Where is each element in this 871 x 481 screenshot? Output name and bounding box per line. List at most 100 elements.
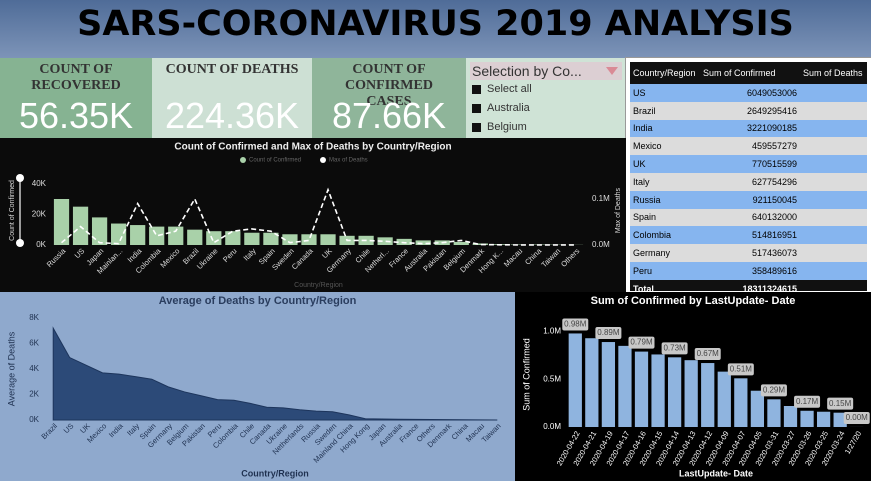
y-tick-label: 20K [32, 209, 47, 218]
value-label: 0.17M [796, 397, 819, 406]
table-cell: 6049053006 [700, 84, 800, 102]
bar [415, 240, 431, 245]
checkbox [472, 123, 481, 132]
value-label: 0.29M [763, 385, 786, 394]
bar [601, 342, 616, 427]
column-header: Sum of Confirmed [700, 62, 800, 84]
slicer-item[interactable]: Australia [470, 99, 622, 118]
y-tick-label: 0K [29, 415, 39, 424]
table-cell: Mexico [630, 137, 700, 156]
table-cell: US [630, 84, 700, 102]
table-cell: Spain [630, 208, 700, 227]
table-cell: India [630, 119, 700, 138]
y-tick-label: 8K [29, 313, 39, 322]
slicer-item-label: Australia [487, 102, 530, 114]
table-row: US604905300612330320 [630, 84, 867, 102]
x-tick-label: India [107, 421, 125, 439]
x-tick-label: Russia [45, 246, 68, 269]
kpi-card: COUNT OF CONFIRMED CASES 87.66K [312, 58, 466, 138]
y-axis-title: Average of Deaths [6, 331, 16, 406]
bar [225, 231, 241, 245]
y-tick-label: 2K [29, 390, 39, 399]
table-row: Spain64013200018124340 [630, 208, 867, 227]
bar [734, 378, 748, 427]
legend-swatch [320, 157, 326, 163]
value-label-box [843, 411, 870, 424]
bar [585, 338, 599, 427]
table-cell: 44256013 [800, 119, 867, 138]
x-tick-label: Canada [290, 246, 316, 272]
y-tick-label: 40K [32, 179, 47, 188]
value-label-box [760, 384, 787, 397]
table-cell: Colombia [630, 226, 700, 245]
value-label-box [562, 318, 589, 331]
x-axis-title: LastUpdate- Date [679, 468, 753, 478]
value-label-box [794, 395, 821, 408]
table-cell: 3221090185 [700, 119, 800, 138]
slicer-item-label: Select all [487, 83, 532, 95]
y-tick-label: 4K [29, 364, 39, 373]
bar [472, 243, 488, 245]
table-cell: Germany [630, 244, 700, 262]
card-value: 87.66K [331, 95, 447, 136]
table-cell: 27315463 [800, 155, 867, 173]
table-cell: 358489616 [700, 261, 800, 280]
total-cell: 18311324615 [700, 279, 800, 291]
table-cell: 2649295416 [700, 101, 800, 120]
area [52, 326, 498, 421]
x-tick-label: Ukraine [195, 246, 220, 271]
value-label-box [727, 363, 754, 376]
kpi-card: COUNT OF DEATHS 224.36K [152, 58, 312, 138]
bar [206, 231, 222, 245]
slicer-list: Select all Australia Belgium [470, 80, 622, 137]
bar [301, 234, 317, 245]
bar [91, 217, 108, 245]
table-cell: 640132000 [700, 208, 800, 227]
table-row: Peru35848961613119233 [630, 261, 867, 280]
bar-chart: Sum of Confirmed by LastUpdate- Date Sum … [515, 292, 871, 481]
x-tick-label: Macau [502, 246, 524, 268]
table-cell: 921150045 [700, 190, 800, 209]
y-tick-label: 0K [36, 240, 46, 249]
card-value: 56.35K [18, 95, 134, 136]
slicer-title[interactable]: Selection by Co... [470, 62, 622, 80]
bar [149, 226, 165, 245]
slicer-item[interactable]: Select all [470, 80, 622, 99]
x-tick-label: Brazil [39, 421, 59, 441]
table-cell: 627754296 [700, 172, 800, 191]
table-cell: 18271229 [800, 190, 867, 209]
x-axis-title: Country/Region [294, 282, 343, 289]
value-label-box [595, 327, 622, 340]
table-row: Colombia51481695113962927 [630, 226, 867, 245]
bar [717, 371, 731, 427]
checkbox [472, 104, 481, 113]
y-tick-label: 0.0M [543, 422, 561, 431]
checkbox [472, 85, 481, 94]
bar [667, 357, 682, 427]
bar [618, 345, 632, 427]
table-cell: 514816951 [700, 226, 800, 245]
table-row: Brazil264929541672339029 [630, 101, 867, 120]
table-cell: 42918161 [800, 137, 867, 156]
bar [833, 412, 847, 427]
x-axis-title: Country/Region [241, 468, 309, 478]
card-label: COUNT OF CONFIRMED CASES [345, 62, 433, 109]
table-cell: 13962927 [800, 226, 867, 245]
bar [634, 351, 649, 427]
value-label: 0.98M [564, 320, 587, 329]
slider-handle [16, 174, 24, 182]
bar [684, 360, 698, 427]
kpi-card: COUNT OF RECOVERED 56.35K [0, 58, 152, 138]
table-row: Germany51743607313150115 [630, 244, 867, 262]
value-label: 0.89M [597, 328, 620, 337]
slicer[interactable]: Selection by Co... Select all Australia Be… [466, 58, 626, 138]
x-tick-label: Mexico [158, 246, 181, 269]
slicer-item[interactable]: Belgium [470, 118, 622, 137]
bar [816, 411, 831, 427]
x-tick-label: Others [559, 246, 581, 268]
y-tick-label: 6K [29, 339, 39, 348]
table-row: India322109018544256013 [630, 119, 867, 138]
total-row: Total18311324615447715662 [630, 279, 867, 291]
y2-tick-label: 0.1M [592, 194, 610, 203]
value-label-box [661, 342, 688, 355]
